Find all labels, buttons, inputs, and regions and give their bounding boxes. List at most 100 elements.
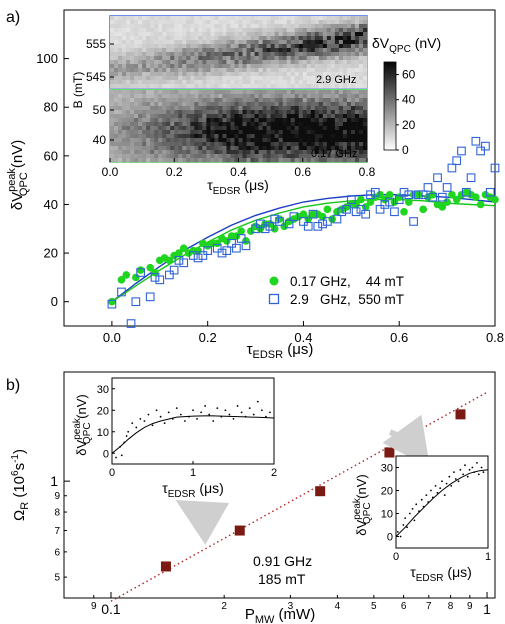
heatmap-cell (186, 118, 191, 123)
heatmap-cell (166, 118, 171, 123)
heatmap-cell (350, 36, 356, 41)
heatmap-cell (254, 52, 259, 57)
heatmap-cell (242, 44, 247, 49)
colorbar-step (384, 79, 396, 83)
heatmap-cell (126, 98, 131, 103)
heatmap-cell (262, 60, 267, 65)
heatmap-cell (298, 52, 304, 57)
heatmap-cell (358, 24, 364, 29)
green-data-point (132, 273, 140, 282)
heatmap-cell (134, 84, 139, 89)
heatmap-cell (114, 48, 119, 53)
heatmap-cell (154, 130, 159, 135)
heatmap-cell (286, 68, 292, 73)
heatmap-cell (166, 68, 171, 73)
heatmap-cell (242, 134, 247, 139)
panel-a-y-axis-label: δVpeakQPC (nV) (6, 140, 30, 211)
heatmap-cell (330, 52, 336, 57)
colorbar-step (384, 106, 396, 109)
heatmap-cell (194, 90, 199, 95)
heatmap-cell (210, 36, 215, 41)
heatmap-cell (306, 20, 312, 25)
heatmap-cell (346, 68, 352, 73)
heatmap-cell (302, 98, 308, 103)
heatmap-cell (330, 138, 336, 143)
heatmap-cell (126, 84, 131, 89)
heatmap-cell (114, 94, 119, 99)
heatmap-cell (286, 158, 292, 163)
heatmap-cell (186, 142, 191, 147)
heatmap-cell (350, 138, 356, 143)
heatmap-cell (358, 146, 364, 151)
heatmap-cell (302, 28, 308, 33)
heatmap-cell (138, 134, 143, 139)
heatmap-cell (286, 150, 292, 155)
heatmap-cell (114, 146, 119, 151)
heatmap-cell (266, 146, 271, 151)
heatmap-cell (110, 56, 115, 61)
heatmap-cell (250, 154, 255, 159)
heatmap-cell (294, 32, 300, 37)
heatmap-cell (290, 90, 296, 95)
heatmap-cell (194, 130, 199, 135)
heatmap-cell (254, 102, 259, 107)
heatmap-cell (202, 68, 207, 73)
heatmap-cell (322, 106, 328, 111)
heatmap-cell (230, 122, 235, 127)
heatmap-cell (294, 114, 300, 119)
heatmap-cell (186, 68, 191, 73)
heatmap-cell (166, 64, 171, 69)
heatmap-cell (194, 150, 199, 155)
right-inset-data-point (476, 462, 478, 464)
heatmap-cell (174, 126, 179, 131)
heatmap-cell (286, 106, 292, 111)
heatmap-cell (262, 102, 267, 107)
heatmap-cell (154, 84, 159, 89)
heatmap-cell (178, 122, 183, 127)
heatmap-cell (162, 64, 167, 69)
heatmap-cell (110, 64, 115, 69)
heatmap-cell (130, 154, 135, 159)
heatmap-cell (122, 80, 127, 85)
heatmap-cell (258, 142, 263, 147)
heatmap-cell (294, 44, 300, 49)
heatmap-cell (330, 146, 336, 151)
heatmap-cell (226, 60, 231, 65)
heatmap-cell (114, 68, 119, 73)
heatmap-cell (178, 80, 183, 85)
heatmap-cell (334, 102, 340, 107)
heatmap-cell (326, 28, 332, 33)
heatmap-cell (294, 134, 300, 139)
heatmap-cell (130, 28, 135, 33)
heatmap-cell (234, 60, 239, 65)
heatmap-cell (246, 16, 251, 21)
heatmap-cell (186, 32, 191, 37)
heatmap-cell (358, 142, 364, 147)
blue-data-point (428, 192, 438, 202)
blue-data-point (332, 214, 342, 224)
heatmap-cell (142, 106, 147, 111)
heatmap-cell (362, 94, 368, 99)
heatmap-cell (114, 52, 119, 57)
heatmap-cell (210, 118, 215, 123)
heatmap-cell (274, 118, 279, 123)
heatmap-cell (298, 40, 304, 45)
heatmap-cell (222, 102, 227, 107)
heatmap-cell (114, 110, 119, 115)
heatmap-cell (266, 72, 271, 77)
heatmap-cell (218, 130, 223, 135)
heatmap-cell (354, 102, 360, 107)
heatmap-cell (150, 98, 155, 103)
heatmap-cell (362, 20, 368, 25)
heatmap-cell (254, 154, 259, 159)
heatmap-cell (202, 20, 207, 25)
heatmap-cell (202, 72, 207, 77)
heatmap-cell (262, 146, 267, 151)
heatmap-cell (290, 24, 296, 29)
heatmap-cell (122, 48, 127, 53)
heatmap-cell (318, 94, 324, 99)
heatmap-cell (206, 76, 211, 81)
heatmap-cell (198, 130, 203, 135)
heatmap-cell (190, 56, 195, 61)
heatmap-cell (238, 146, 243, 151)
